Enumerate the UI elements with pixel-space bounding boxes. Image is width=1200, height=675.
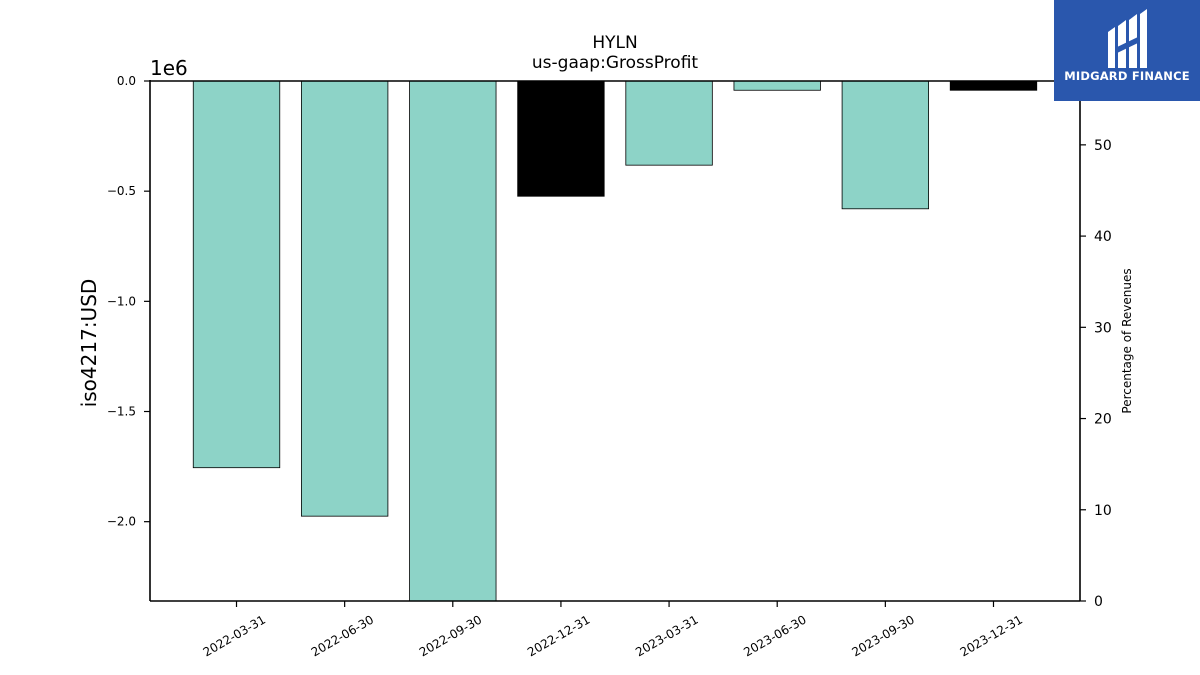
y2-axis-label: Percentage of Revenues bbox=[1120, 268, 1134, 413]
y2-tick-label: 40 bbox=[1094, 229, 1112, 245]
y-tick-label: −2.0 bbox=[107, 515, 136, 529]
y-offset-label: 1e6 bbox=[150, 56, 188, 80]
y-axis-label: iso4217:USD bbox=[77, 279, 101, 408]
chart-title: HYLN bbox=[592, 33, 637, 53]
x-tick-label: 2022-06-30 bbox=[309, 612, 376, 659]
midgard-logo-icon bbox=[1108, 9, 1147, 68]
y2-axis-ticks: 0 10 20 30 40 50 bbox=[1080, 138, 1112, 610]
y2-tick-label: 50 bbox=[1094, 138, 1112, 154]
x-tick-label: 2022-12-31 bbox=[525, 612, 592, 659]
bar-2022-06-30 bbox=[300, 80, 389, 517]
y-tick-label: 0.0 bbox=[117, 74, 136, 88]
bar-2022-09-30 bbox=[409, 80, 497, 602]
chart-subtitle: us-gaap:GrossProfit bbox=[532, 53, 698, 73]
bars-group bbox=[192, 80, 1038, 602]
y2-tick-label: 10 bbox=[1094, 503, 1112, 519]
x-tick-label: 2023-03-31 bbox=[633, 612, 700, 659]
bar-2022-03-31 bbox=[192, 80, 281, 469]
y-tick-label: −1.0 bbox=[107, 294, 136, 308]
y2-tick-label: 20 bbox=[1094, 412, 1112, 428]
y2-tick-label: 0 bbox=[1094, 594, 1103, 610]
bar-2023-09-30 bbox=[841, 80, 930, 210]
bar-2022-12-31 bbox=[517, 80, 605, 197]
x-tick-label: 2023-06-30 bbox=[741, 612, 808, 659]
y-axis-ticks: 0.0 −0.5 −1.0 −1.5 −2.0 bbox=[107, 74, 150, 529]
midgard-logo: MIDGARD FINANCE bbox=[1054, 0, 1200, 101]
x-axis-ticks: 2022-03-31 2022-06-30 2022-09-30 2022-12-31… bbox=[201, 601, 1025, 659]
bar-2023-03-31 bbox=[625, 80, 713, 166]
x-tick-label: 2023-12-31 bbox=[958, 612, 1025, 659]
bar-2023-06-30 bbox=[733, 80, 821, 91]
x-tick-label: 2022-03-31 bbox=[201, 612, 268, 659]
x-tick-label: 2022-09-30 bbox=[417, 612, 484, 659]
y-tick-label: −0.5 bbox=[107, 184, 136, 198]
y-tick-label: −1.5 bbox=[107, 405, 136, 419]
bar-2023-12-31 bbox=[949, 80, 1038, 91]
x-tick-label: 2023-09-30 bbox=[849, 612, 916, 659]
y2-tick-label: 30 bbox=[1094, 320, 1112, 336]
logo-text: MIDGARD FINANCE bbox=[1064, 69, 1190, 83]
